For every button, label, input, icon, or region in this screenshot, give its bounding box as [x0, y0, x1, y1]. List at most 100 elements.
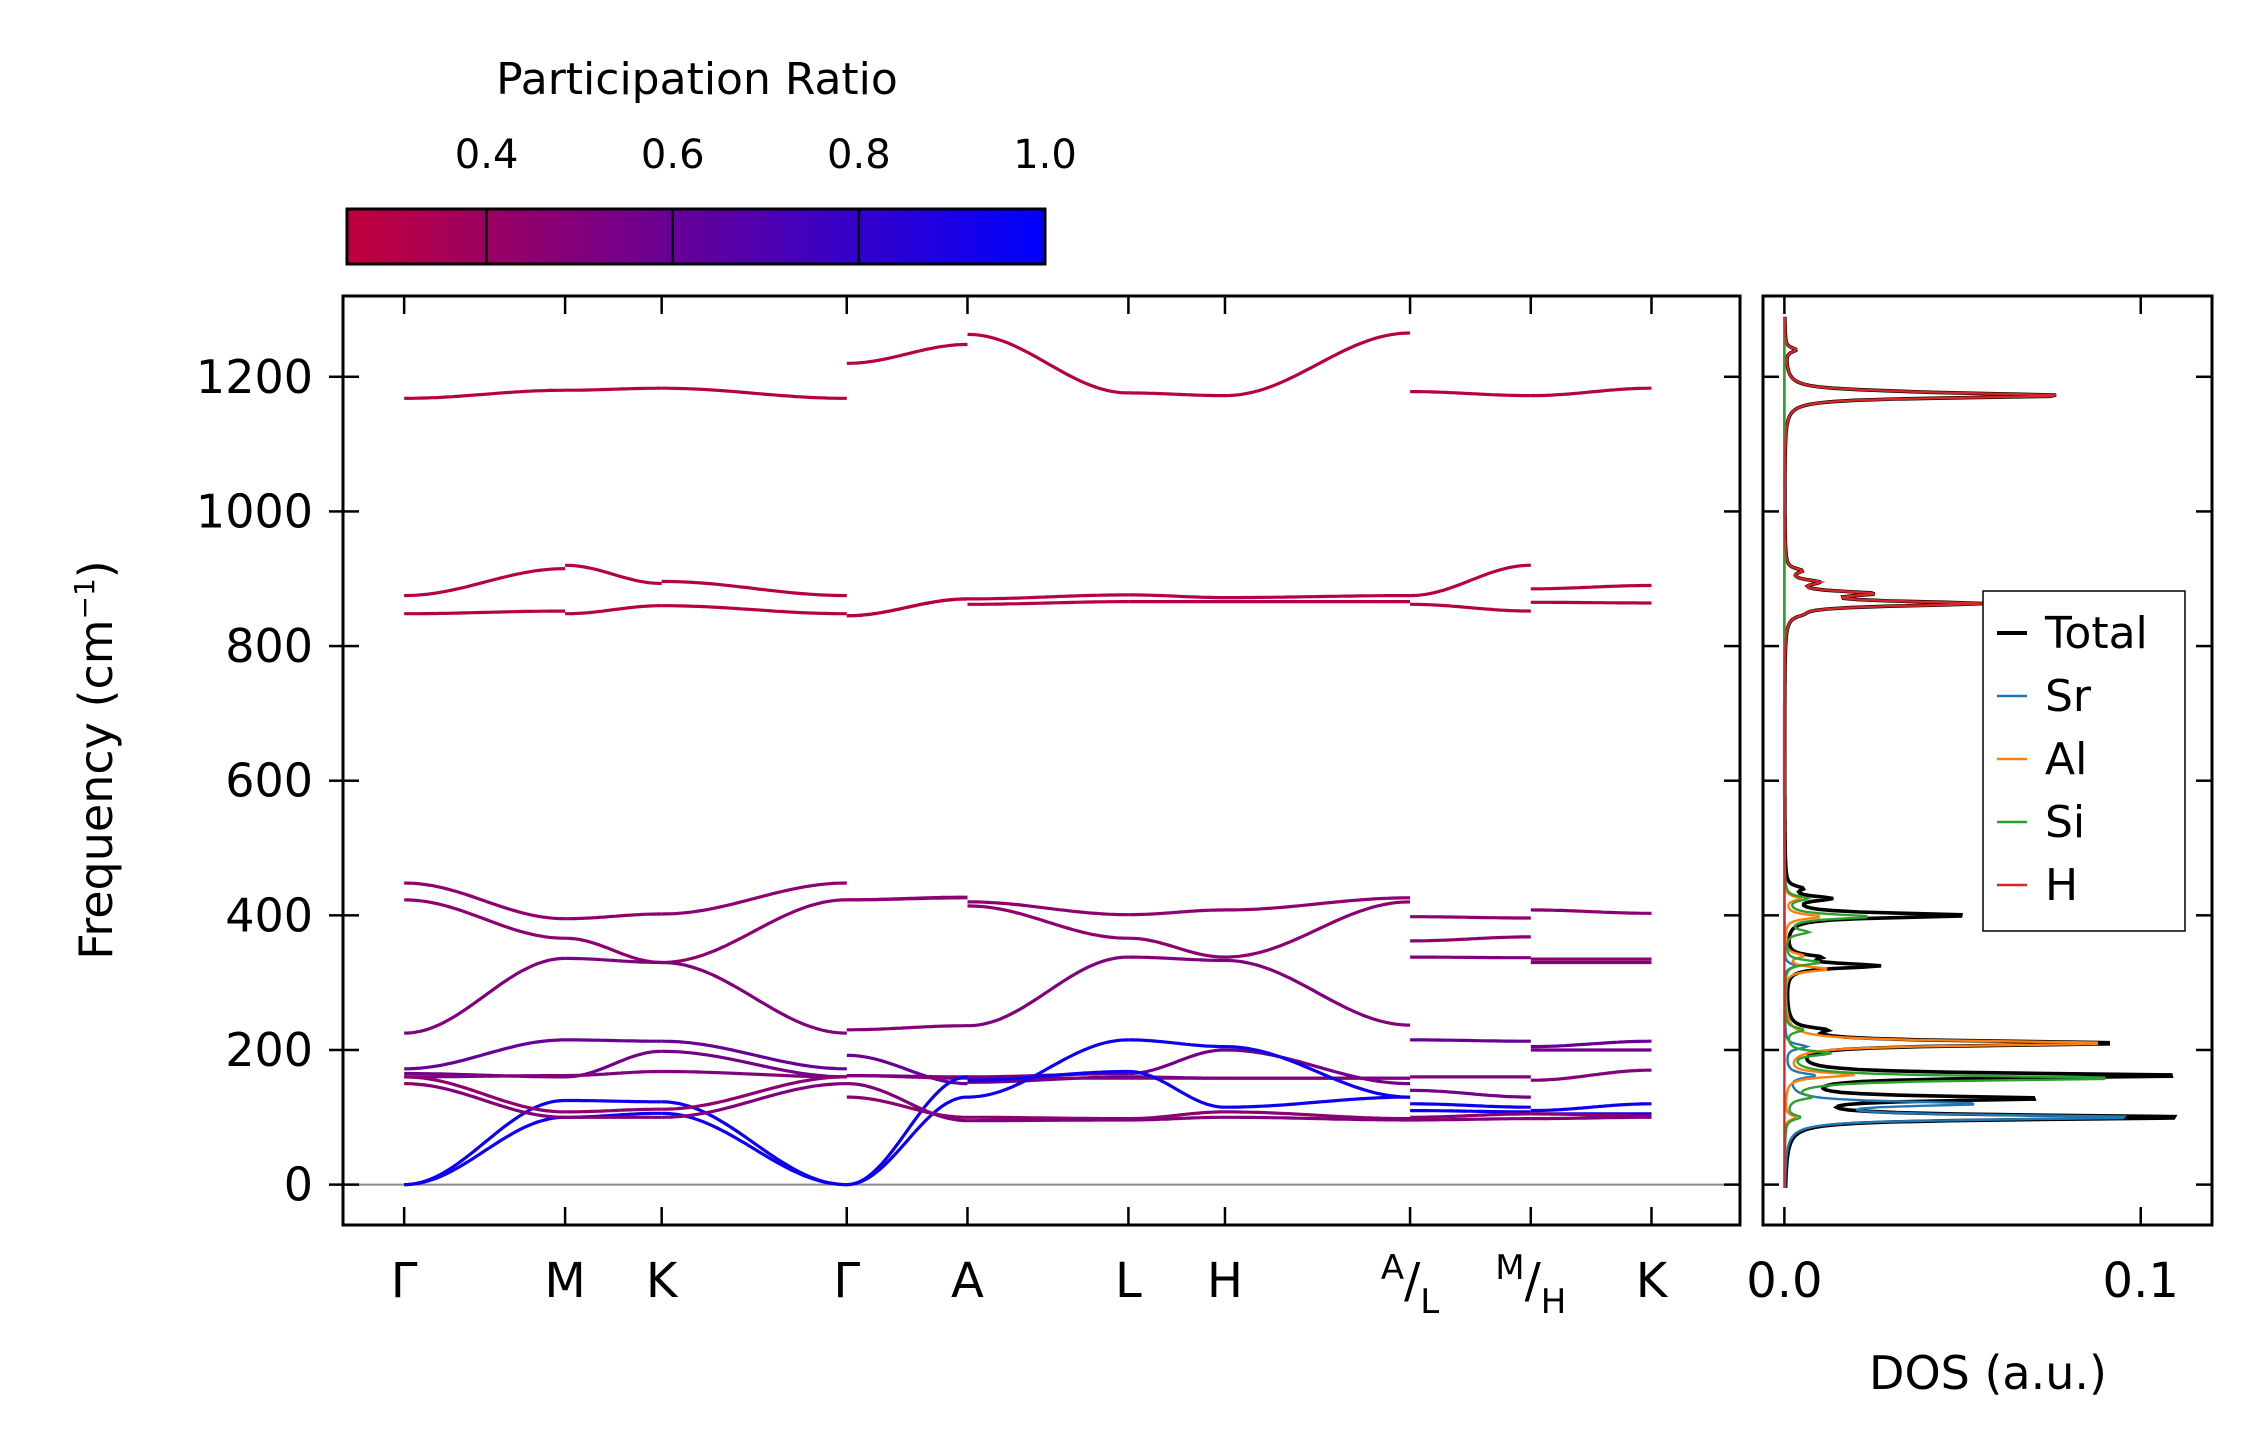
band-segment	[1530, 600, 1652, 605]
band-segment	[565, 604, 662, 616]
band-segment	[565, 1098, 662, 1104]
band-segment	[1530, 1068, 1652, 1082]
band-2	[404, 563, 1652, 618]
y-axis-label: Frequency (cm−1)	[68, 560, 123, 960]
legend-label: Si	[2045, 797, 2085, 848]
band-segment	[565, 1069, 662, 1078]
band-segment	[1530, 1102, 1652, 1113]
band-segment	[404, 881, 566, 921]
band-segment	[1410, 390, 1531, 398]
kpoint-label: Γ	[833, 1253, 860, 1309]
kpoint-label-combined: A/L	[1381, 1248, 1439, 1322]
band-segment	[967, 332, 1129, 395]
band-segment	[846, 1075, 968, 1187]
band-segment	[565, 563, 662, 586]
band-segment	[1410, 955, 1531, 960]
band-segment	[1410, 1112, 1531, 1119]
band-segment	[565, 1107, 662, 1114]
band-segment	[1128, 391, 1225, 398]
band-segment	[1128, 955, 1225, 963]
kpoint-label: K	[1636, 1253, 1669, 1309]
band-segment	[1410, 1038, 1531, 1043]
band-panel-frame	[341, 294, 1742, 1227]
band-segment	[1225, 1095, 1411, 1109]
kpoint-label: L	[1115, 1253, 1142, 1309]
band-segment	[1530, 583, 1652, 591]
band-12	[404, 1075, 1652, 1121]
band-segment	[1224, 1045, 1411, 1099]
dos-x-tick-label: 0.1	[2103, 1253, 2179, 1309]
y-tick-label: 0	[284, 1158, 313, 1212]
legend-label: H	[2045, 860, 2078, 911]
y-tick-label: 400	[225, 888, 313, 942]
dos-x-tick-label: 0.0	[1746, 1253, 1822, 1309]
kpoint-label-combined: M/H	[1495, 1248, 1566, 1322]
band-segment	[565, 956, 662, 965]
band-1	[404, 331, 1652, 400]
band-segment	[1530, 1039, 1652, 1049]
band-segment	[661, 1039, 847, 1071]
band-segment	[404, 1073, 566, 1079]
kpoint-label: M	[544, 1253, 585, 1309]
y-tick-label: 600	[225, 754, 313, 808]
dos-legend: Total Sr Al Si H	[1982, 590, 2186, 932]
band-segment	[661, 898, 847, 965]
y-tick-label: 1200	[196, 350, 313, 404]
band-6	[404, 955, 1652, 1035]
colorbar-tick-label: 1.0	[1013, 132, 1077, 178]
kpoint-label: K	[646, 1253, 679, 1309]
band-segment	[967, 593, 1129, 601]
band-segment	[1224, 958, 1411, 1027]
dos-series-h	[1783, 316, 2057, 1188]
band-segment	[404, 1075, 566, 1114]
band-segment	[846, 1082, 968, 1123]
band-segment	[1410, 1116, 1531, 1122]
band-segment	[1410, 602, 1531, 613]
colorbar-gradient	[345, 207, 1047, 266]
band-segment	[1128, 1069, 1226, 1109]
band-segment	[1128, 908, 1226, 917]
band-segment	[1225, 593, 1411, 600]
band-segment	[661, 386, 847, 400]
band-segment	[1128, 593, 1225, 600]
band-segment	[967, 1069, 1129, 1082]
band-segment	[1410, 1108, 1531, 1114]
band-segment	[1128, 936, 1226, 959]
legend-frame	[1982, 590, 2186, 932]
kpoint-label: A	[951, 1253, 984, 1309]
band-segment	[565, 1038, 662, 1043]
band-segment	[661, 579, 847, 598]
band-segment	[661, 960, 847, 1035]
y-tick-label: 200	[225, 1023, 313, 1077]
band-segment	[846, 1095, 968, 1119]
band-panel: 0 200 400 600 800 1000 1200 Γ M K Γ A L H A/L M/H K Freq…	[68, 294, 1742, 1322]
band-9	[404, 1068, 1652, 1082]
band-segment	[1225, 896, 1411, 912]
band-segment	[404, 1098, 566, 1187]
legend-label: Al	[2045, 734, 2087, 785]
dos-panel: 0.0 0.1 DOS (a.u.) Total Sr Al Si H	[1746, 294, 2214, 1400]
band-segment	[846, 597, 968, 618]
band-segment	[404, 609, 566, 616]
band-segment	[846, 1053, 968, 1086]
band-segment	[1225, 1048, 1411, 1086]
colorbar-tick-label: 0.8	[827, 132, 891, 178]
band-segment	[1530, 1115, 1652, 1121]
band-segment	[1224, 331, 1411, 398]
band-segment	[1225, 1110, 1411, 1121]
colorbar-title: Participation Ratio	[496, 54, 898, 105]
band-segment	[661, 1075, 847, 1111]
band-segment	[565, 386, 662, 392]
band-segment	[661, 1082, 847, 1119]
band-segment	[1530, 1112, 1652, 1118]
band-segment	[846, 1095, 968, 1187]
legend-label: Total	[2044, 608, 2148, 659]
band-11	[404, 1069, 1652, 1187]
colorbar-tick-label: 0.4	[455, 132, 519, 178]
y-tick-label: 800	[225, 619, 313, 673]
band-segment	[1128, 1115, 1225, 1122]
band-segment	[1410, 915, 1531, 920]
band-segment	[404, 1038, 566, 1071]
band-segment	[1410, 563, 1531, 598]
